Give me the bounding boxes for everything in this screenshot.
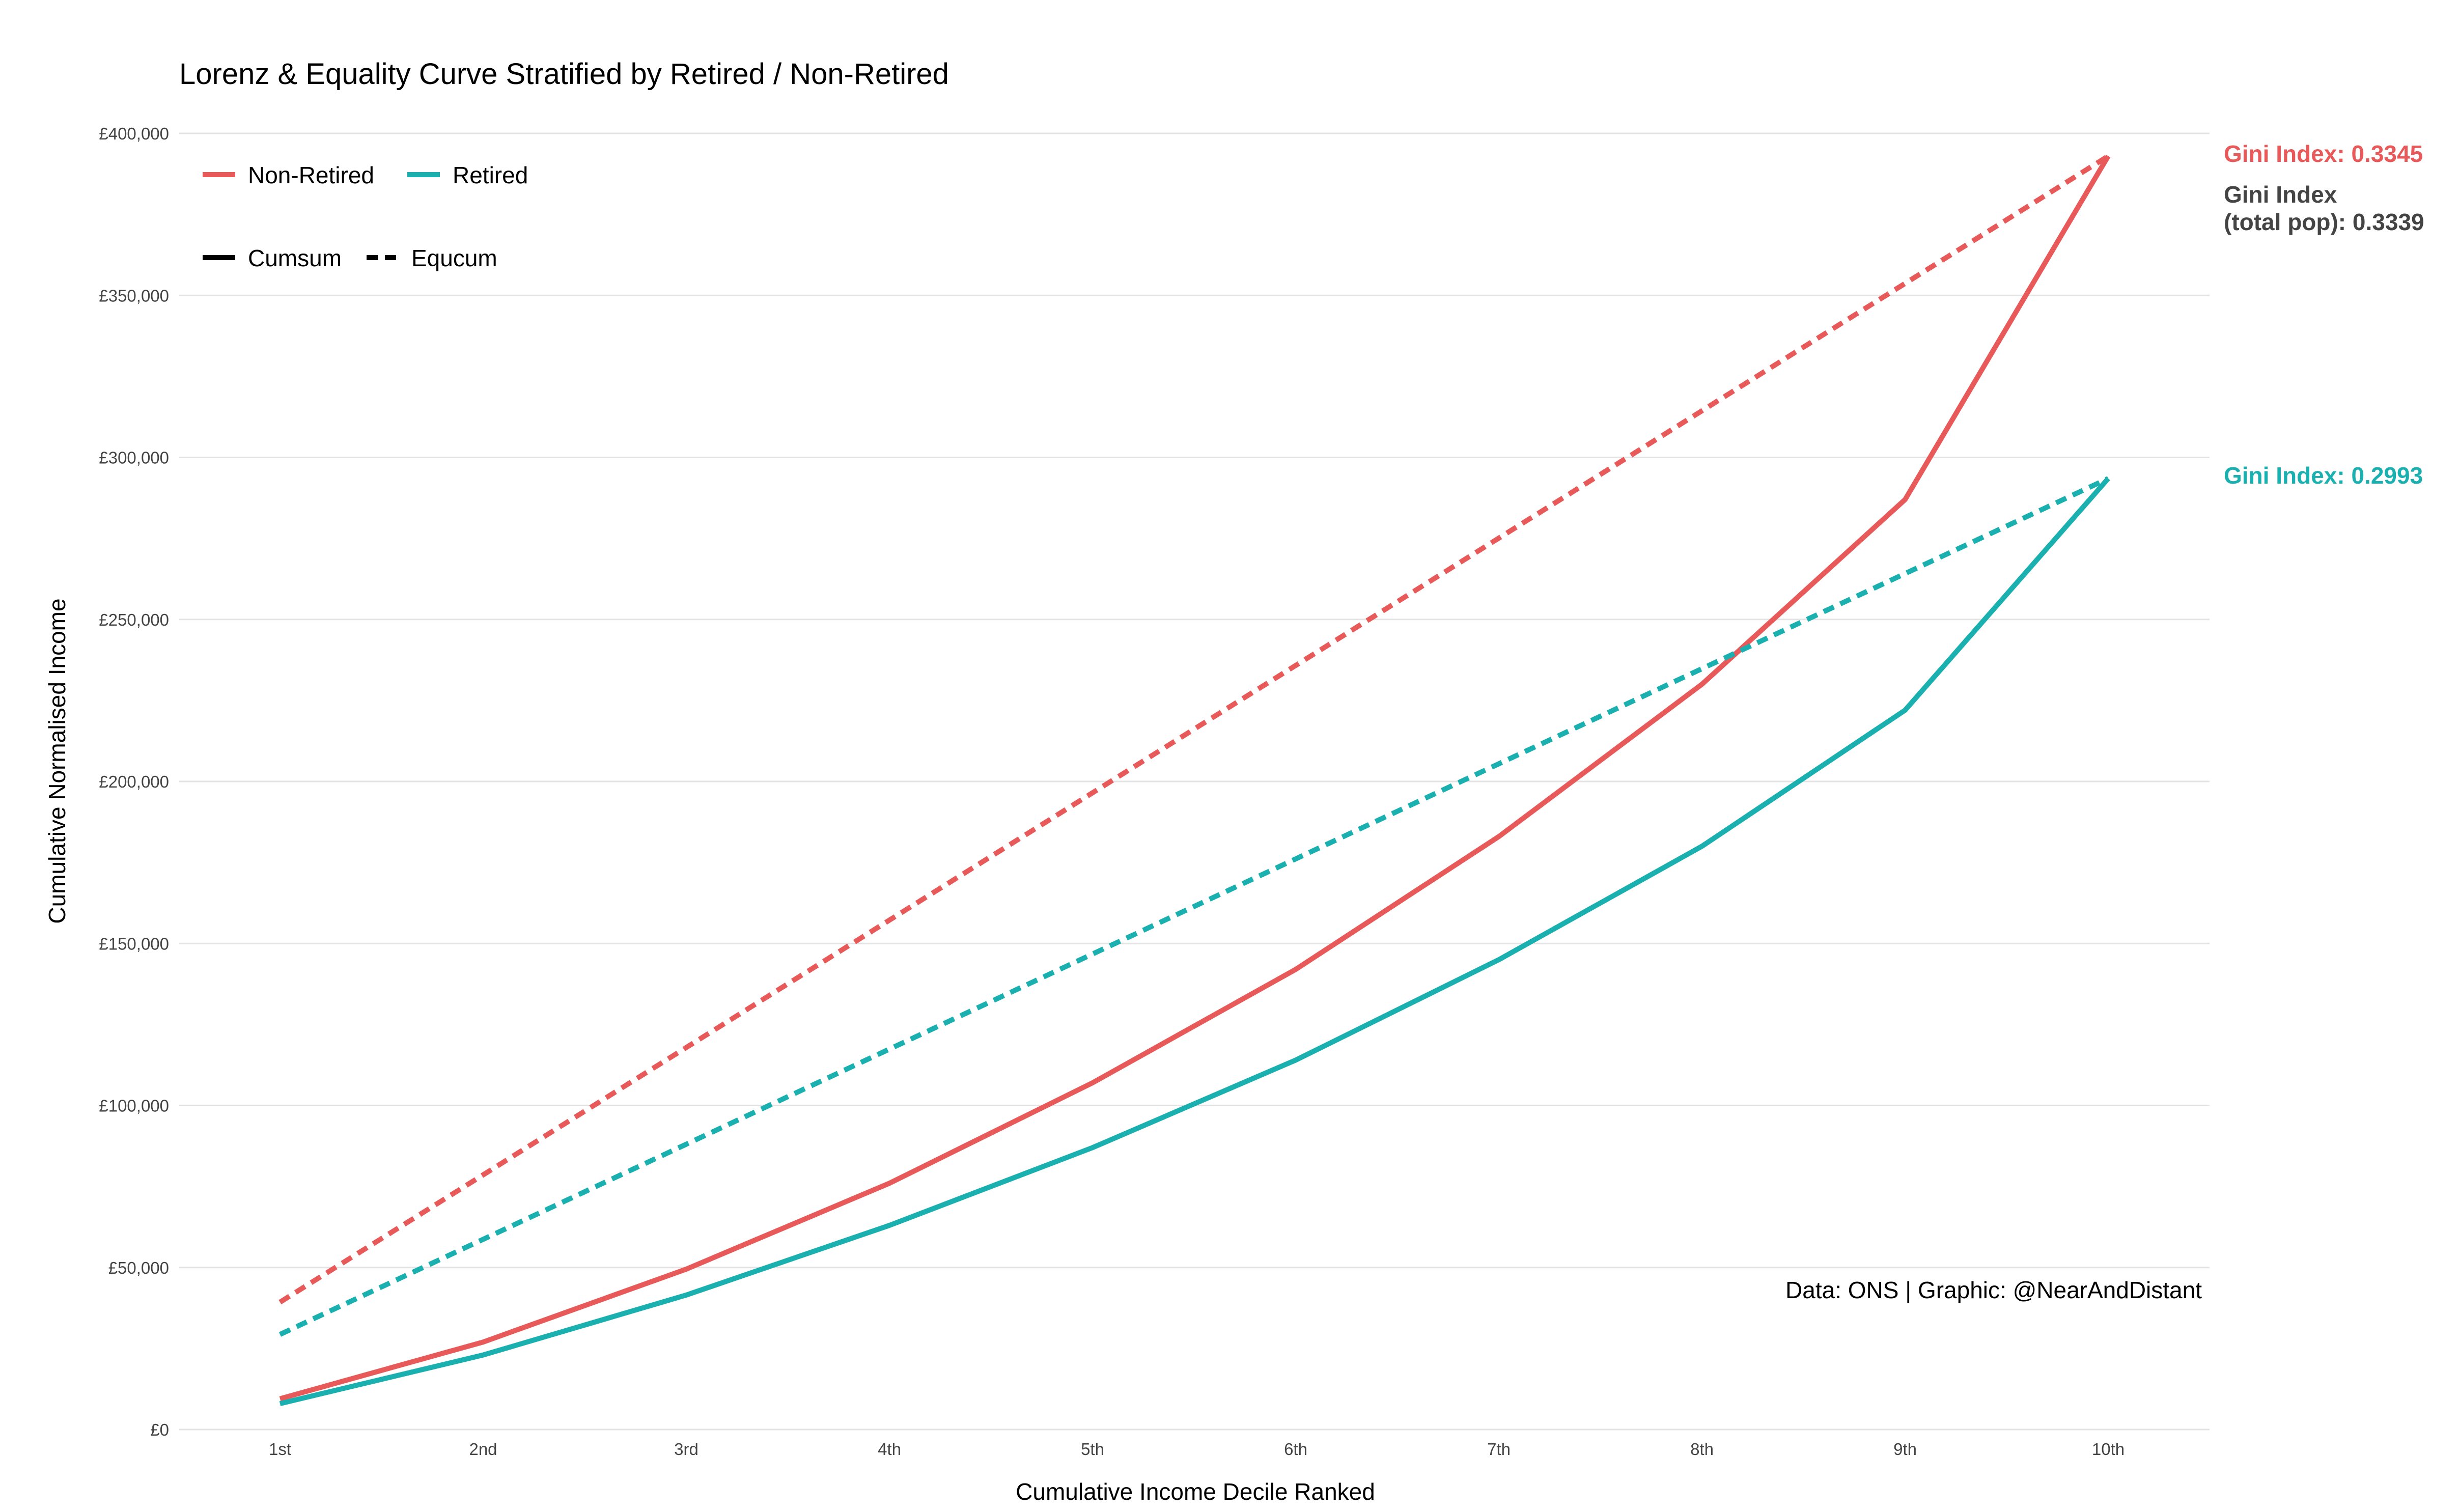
y-axis-title: Cumulative Normalised Income <box>44 598 70 923</box>
y-tick-label: £400,000 <box>99 124 169 143</box>
legend: Non-Retired Retired Cumsum Equcum <box>203 162 528 271</box>
series-line-non-retired-equcum <box>278 154 2110 1305</box>
y-tick-label: £0 <box>150 1420 169 1439</box>
y-tick-label: £200,000 <box>99 772 169 791</box>
series-lines <box>278 154 2111 1406</box>
gini-annotation-non-retired: Gini Index: 0.3345 <box>2224 141 2423 167</box>
x-tick-label: 6th <box>1284 1440 1307 1459</box>
gini-annotation-total-pop-line2: (total pop): 0.3339 <box>2224 209 2424 235</box>
series-line-non-retired-cumsum <box>279 155 2111 1402</box>
y-tick-label: £350,000 <box>99 286 169 305</box>
x-tick-label: 7th <box>1487 1440 1511 1459</box>
y-tick-label: £100,000 <box>99 1097 169 1115</box>
legend-label-cumsum: Cumsum <box>248 245 342 271</box>
x-tick-label: 9th <box>1893 1440 1917 1459</box>
x-tick-label: 10th <box>2092 1440 2125 1459</box>
x-axis-title: Cumulative Income Decile Ranked <box>1016 1478 1375 1505</box>
series-line-retired-cumsum <box>279 477 2110 1406</box>
y-tick-label: £150,000 <box>99 934 169 953</box>
x-tick-label: 5th <box>1081 1440 1104 1459</box>
gridlines <box>179 132 2210 1431</box>
y-axis-ticks: £0 £50,000 £100,000 £150,000 £200,000 £250,00… <box>99 124 169 1439</box>
y-tick-label: £300,000 <box>99 449 169 467</box>
x-tick-label: 2nd <box>469 1440 497 1459</box>
x-tick-label: 1st <box>269 1440 291 1459</box>
gini-annotation-total-pop: Gini Index (total pop): 0.3339 <box>2224 181 2424 235</box>
y-tick-label: £250,000 <box>99 610 169 629</box>
y-tick-label: £50,000 <box>108 1258 169 1277</box>
legend-label-retired: Retired <box>453 162 528 188</box>
chart-title: Lorenz & Equality Curve Stratified by Re… <box>179 58 949 91</box>
gini-annotation-retired: Gini Index: 0.2993 <box>2224 462 2423 489</box>
legend-label-non-retired: Non-Retired <box>248 162 374 188</box>
caption: Data: ONS | Graphic: @NearAndDistant <box>1785 1277 2202 1303</box>
series-line-retired-equcum <box>278 476 2110 1337</box>
x-tick-label: 8th <box>1690 1440 1714 1459</box>
x-tick-label: 4th <box>878 1440 901 1459</box>
x-tick-label: 3rd <box>674 1440 698 1459</box>
x-axis-ticks: 1st 2nd 3rd 4th 5th 6th 7th 8th 9th 10th <box>269 1440 2125 1459</box>
legend-label-equcum: Equcum <box>411 245 497 271</box>
gini-annotation-total-pop-line1: Gini Index <box>2224 181 2337 208</box>
